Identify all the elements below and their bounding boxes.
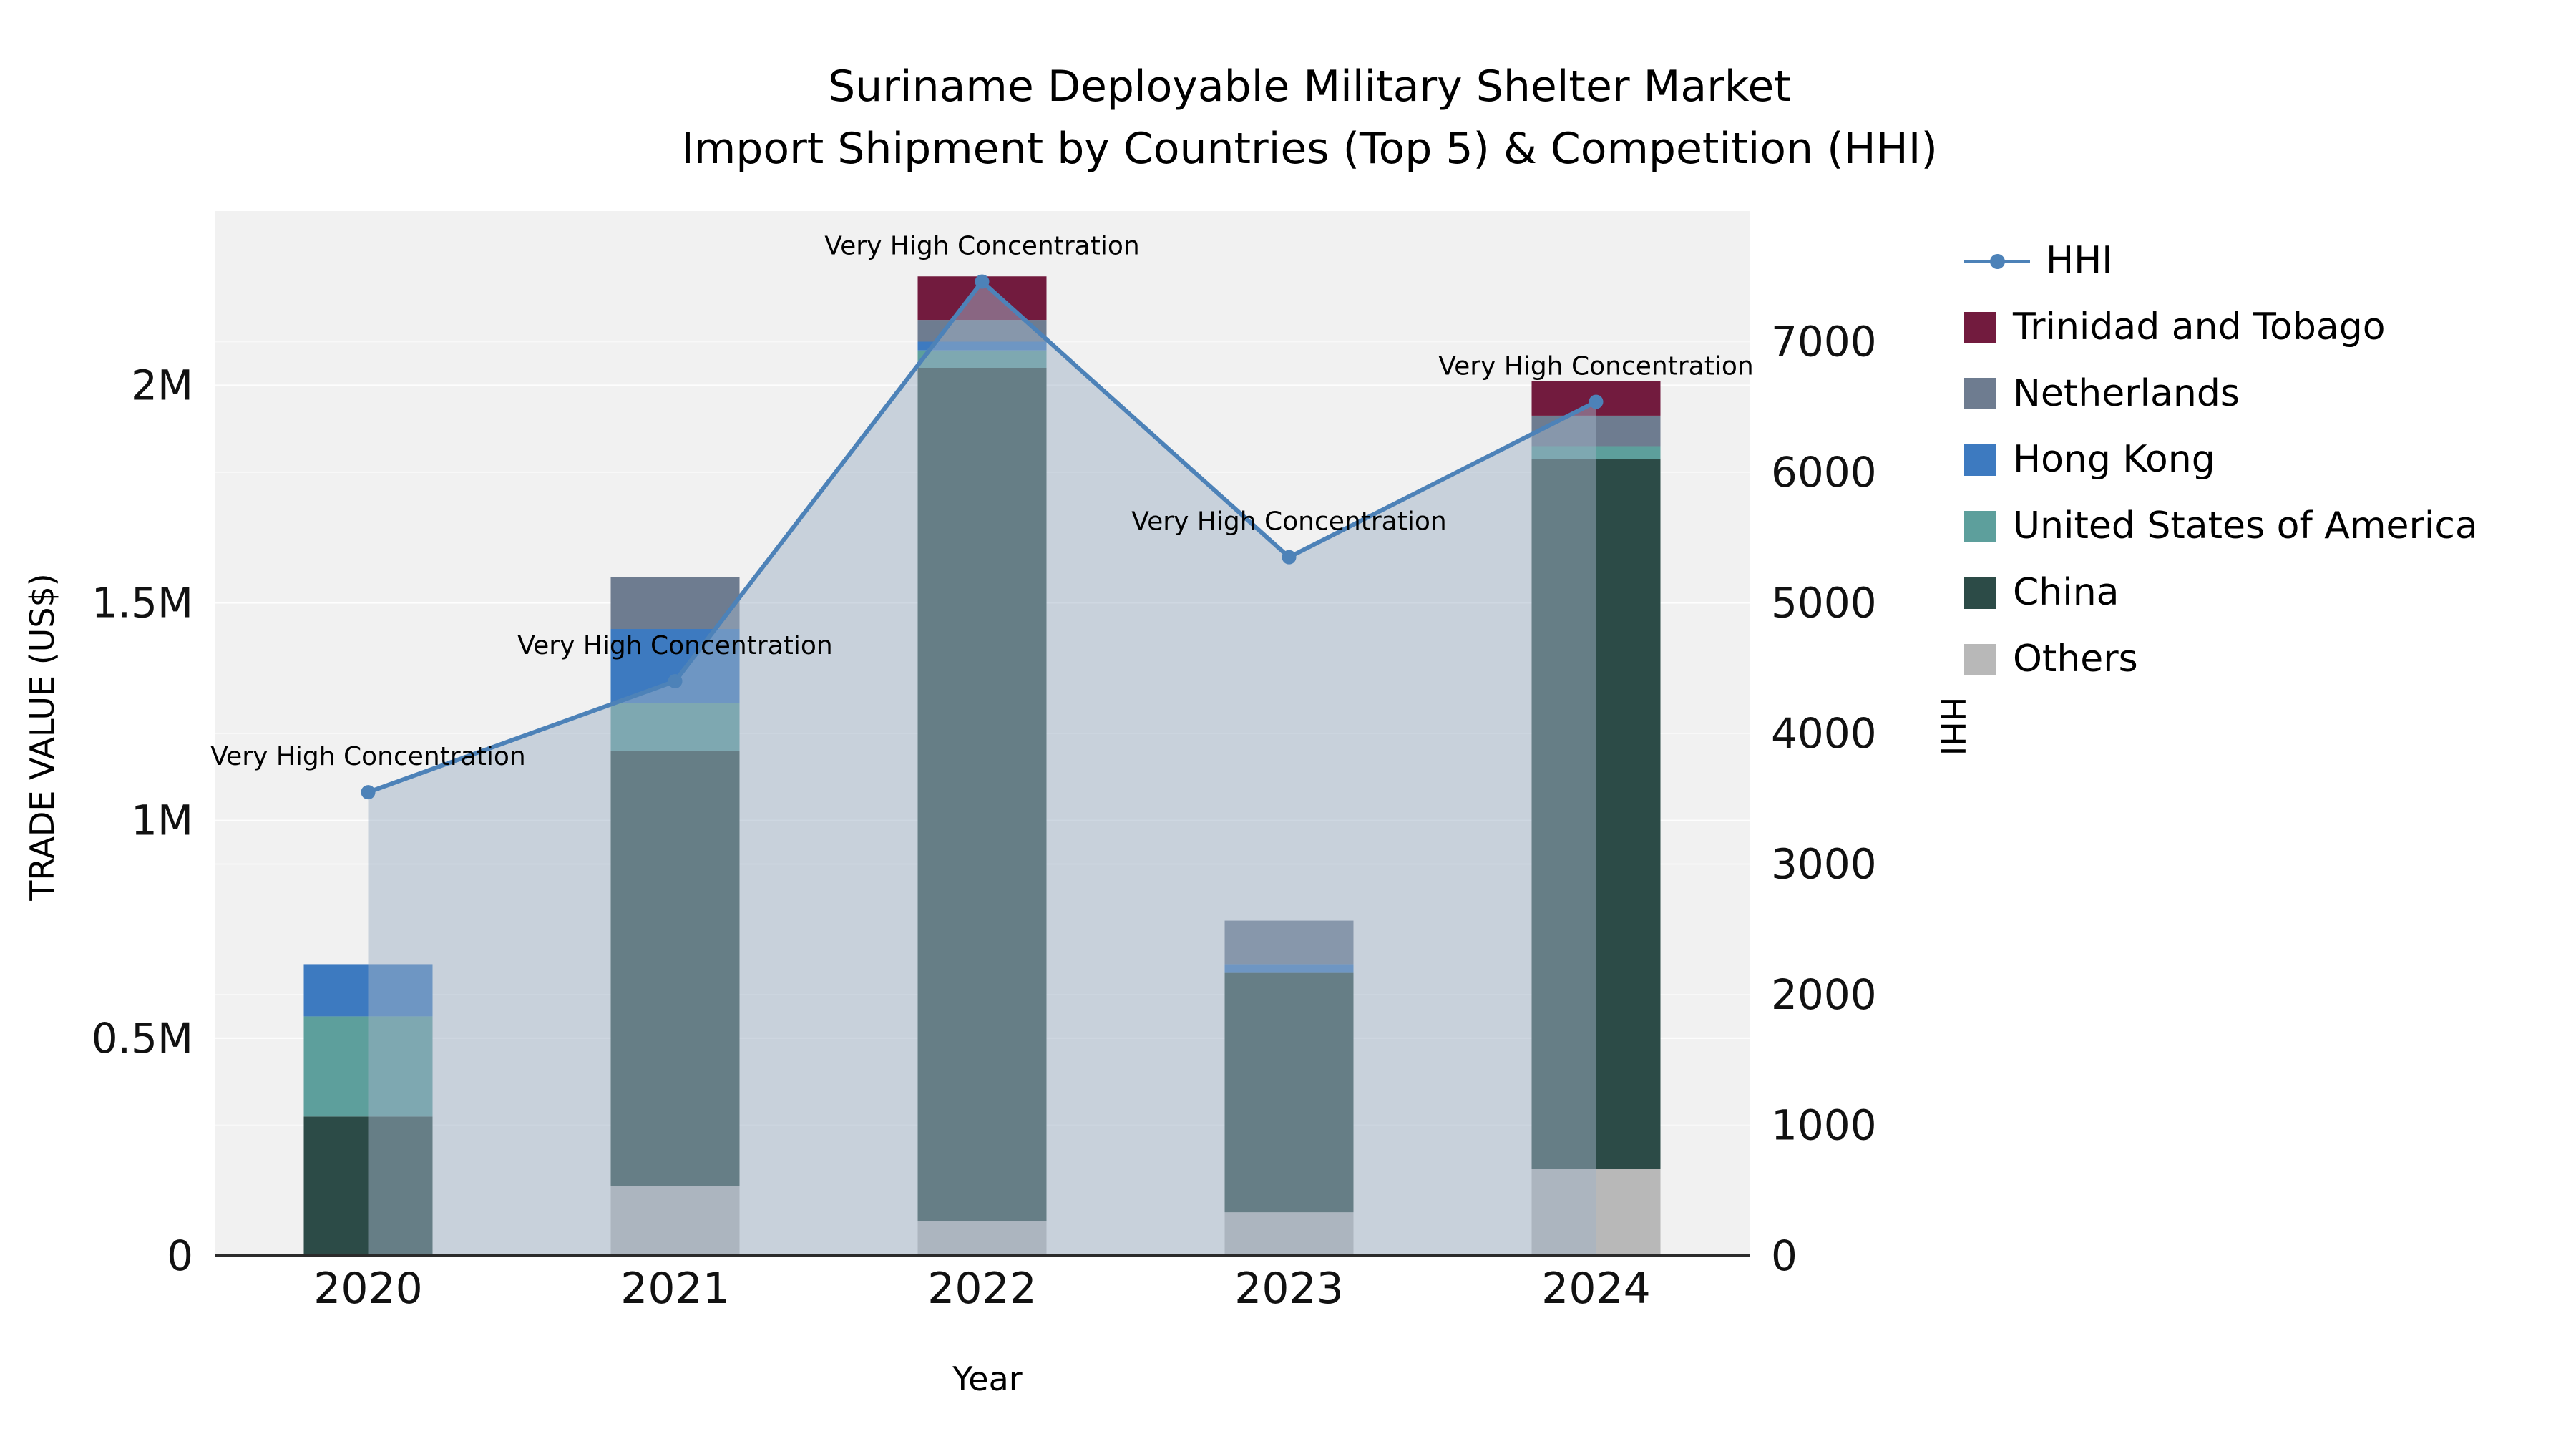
legend-swatch-hong-kong [1964, 441, 1997, 479]
legend-label: Netherlands [2013, 371, 2240, 415]
x-tick-label: 2023 [1234, 1264, 1344, 1314]
legend-item-united-states-of-america: United States of America [1964, 504, 2478, 548]
right-axis-title: HHI [1933, 696, 1972, 756]
legend-label: United States of America [2013, 504, 2478, 548]
legend: HHI Trinidad and Tobago Netherlands Hong Ko… [1964, 239, 2478, 681]
hhi-marker-icon [1990, 253, 2005, 269]
left-axis-title: TRADE VALUE (US$) [23, 573, 62, 901]
legend-label: HHI [2046, 239, 2113, 282]
annotation-label: Very High Concentration [824, 232, 1139, 261]
color-swatch-icon [1964, 511, 1996, 543]
legend-label: Others [2013, 637, 2138, 680]
legend-label: Hong Kong [2013, 438, 2215, 482]
x-axis-title: Year [952, 1360, 1023, 1398]
right-tick-label: 7000 [1771, 318, 1877, 366]
legend-label: Trinidad and Tobago [2013, 305, 2386, 348]
chart-title: Suriname Deployable Military Shelter Mar… [681, 56, 1938, 180]
right-tick-label: 6000 [1771, 448, 1877, 497]
right-tick-label: 3000 [1771, 840, 1877, 889]
x-tick-label: 2024 [1541, 1264, 1651, 1314]
hhi-area [368, 281, 1596, 1256]
legend-item-others: Others [1964, 638, 2478, 681]
hhi-marker [361, 785, 376, 800]
legend-swatch-trinidad-and-tobago [1964, 309, 1997, 346]
bar-segment-netherlands [610, 577, 740, 629]
annotation-label: Very High Concentration [1131, 507, 1446, 537]
right-tick-label: 4000 [1771, 709, 1877, 758]
color-swatch-icon [1964, 444, 1996, 477]
annotation-label: Very High Concentration [517, 631, 832, 660]
hhi-marker [1282, 550, 1297, 565]
legend-line-icon [1964, 243, 2030, 280]
left-tick-label: 0.5M [92, 1014, 193, 1063]
right-tick-label: 2000 [1771, 970, 1877, 1019]
legend-swatch-netherlands [1964, 375, 1997, 412]
right-tick-label: 5000 [1771, 579, 1877, 628]
legend-item-netherlands: Netherlands [1964, 371, 2478, 416]
legend-item-china: China [1964, 570, 2478, 615]
left-tick-label: 2M [131, 361, 193, 409]
color-swatch-icon [1964, 577, 1996, 609]
hhi-marker [1589, 394, 1604, 409]
annotation-label: Very High Concentration [210, 742, 525, 771]
legend-item-hhi: HHI [1964, 239, 2478, 283]
left-tick-label: 0 [167, 1231, 193, 1280]
left-tick-label: 1M [131, 796, 193, 845]
right-tick-label: 1000 [1771, 1101, 1877, 1150]
legend-label: China [2013, 570, 2119, 614]
right-tick-label: 0 [1771, 1231, 1797, 1280]
hhi-marker [975, 274, 990, 289]
x-tick-label: 2020 [313, 1264, 423, 1314]
color-swatch-icon [1964, 311, 1996, 343]
legend-swatch-china [1964, 575, 1997, 612]
legend-item-trinidad-and-tobago: Trinidad and Tobago [1964, 306, 2478, 349]
legend-item-hong-kong: Hong Kong [1964, 439, 2478, 482]
x-tick-label: 2022 [927, 1264, 1037, 1314]
annotation-label: Very High Concentration [1438, 351, 1753, 381]
hhi-marker [668, 674, 683, 688]
chart-title-line-2: Import Shipment by Countries (Top 5) & C… [681, 124, 1938, 174]
color-swatch-icon [1964, 378, 1996, 410]
x-tick-label: 2021 [620, 1264, 730, 1314]
legend-swatch-united-states-of-america [1964, 508, 1997, 545]
legend-swatch-others [1964, 641, 1997, 678]
chart-title-line-1: Suriname Deployable Military Shelter Mar… [828, 62, 1791, 112]
color-swatch-icon [1964, 643, 1996, 675]
left-tick-label: 1.5M [92, 579, 193, 628]
